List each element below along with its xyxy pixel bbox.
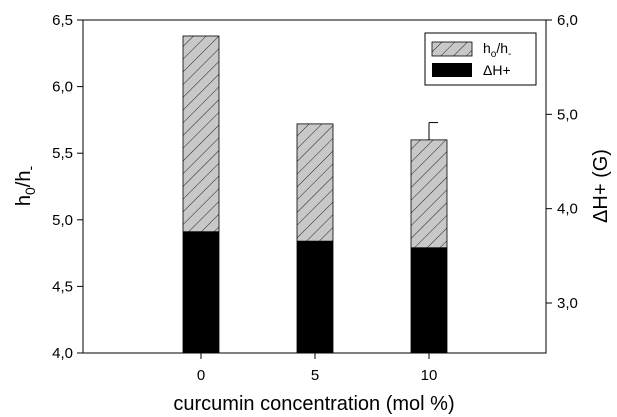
y-tick-label: 4,0	[52, 345, 73, 362]
legend-swatch-solid	[432, 63, 472, 77]
bar-deltaH-5	[297, 240, 333, 353]
x-tick-label: 10	[421, 367, 438, 384]
y2-tick-label: 5,0	[557, 106, 578, 123]
legend-frame	[424, 32, 537, 86]
legend-label-deltaH: ΔH+	[483, 62, 511, 78]
x-tick-label: 5	[311, 367, 319, 384]
legend: ho/h- ΔH+	[424, 32, 537, 86]
x-tick-label: 0	[197, 367, 205, 384]
y-axis-title: h0/h-	[13, 166, 38, 207]
y-tick-label: 5,5	[52, 145, 73, 162]
x-axis-ticks: 0 5 10	[197, 353, 438, 384]
y-tick-label: 6,5	[52, 12, 73, 29]
legend-swatch-hatched	[431, 41, 473, 57]
y2-tick-label: 4,0	[557, 201, 578, 218]
bars-layer	[182, 35, 448, 354]
bar-deltaH-10	[411, 247, 447, 353]
y2-axis-ticks: 3,0 4,0 5,0 6,0	[546, 12, 578, 312]
legend-label-h0h: ho/h-	[483, 40, 511, 60]
x-axis-title: curcumin concentration (mol %)	[173, 393, 454, 415]
error-bars	[428, 122, 438, 140]
error-bar-h0h-10	[428, 122, 438, 140]
bar-deltaH-0	[183, 231, 219, 353]
y2-axis-title: ΔH+ (G)	[590, 149, 612, 223]
y-tick-label: 5,0	[52, 212, 73, 229]
y-axis-ticks: 4,0 4,5 5,0 5,5 6,0 6,5	[52, 12, 83, 362]
y2-tick-label: 6,0	[557, 12, 578, 29]
y-tick-label: 4,5	[52, 278, 73, 295]
y-tick-label: 6,0	[52, 79, 73, 96]
y2-tick-label: 3,0	[557, 295, 578, 312]
